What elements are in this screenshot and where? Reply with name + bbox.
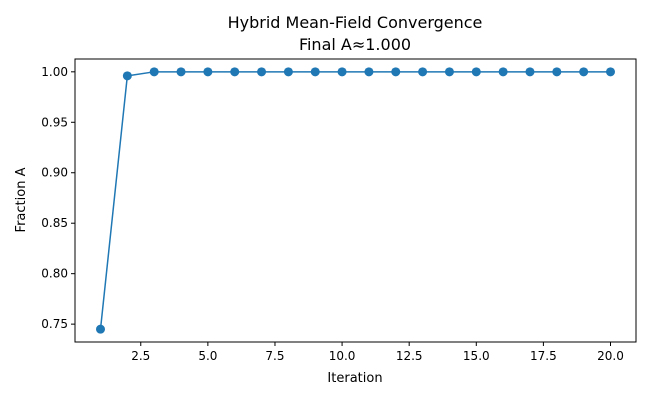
data-point [149, 67, 159, 77]
data-point [310, 67, 320, 77]
series-layer [96, 67, 615, 334]
data-point [471, 67, 481, 77]
data-point [391, 67, 401, 77]
y-tick-label: 0.75 [41, 317, 68, 331]
data-point [283, 67, 293, 77]
x-axis-label: Iteration [327, 371, 382, 386]
x-tick-label: 2.5 [131, 349, 150, 363]
data-point [203, 67, 213, 77]
data-point [525, 67, 535, 77]
data-point [337, 67, 347, 77]
data-point [606, 67, 615, 77]
data-point [579, 67, 589, 77]
plot-frame [74, 58, 637, 343]
x-tick-label: 10.0 [329, 349, 356, 363]
data-point [176, 67, 186, 77]
y-tick-label: 0.90 [41, 166, 68, 180]
y-tick-label: 0.95 [41, 115, 68, 129]
series-line [99, 71, 611, 330]
x-tick-label: 5.0 [198, 349, 217, 363]
chart-title: Hybrid Mean-Field Convergence [228, 13, 483, 32]
data-point [96, 324, 105, 334]
x-tick-label: 17.5 [530, 349, 557, 363]
data-point [257, 67, 267, 77]
data-point [498, 67, 508, 77]
x-tick-label: 15.0 [463, 349, 490, 363]
data-point [552, 67, 562, 77]
plot-area [74, 58, 637, 343]
y-axis-ticks: 0.75 0.80 0.85 0.90 0.95 1.00 [41, 65, 75, 331]
y-tick-label: 0.80 [41, 267, 68, 281]
y-tick-label: 1.00 [41, 65, 68, 79]
data-point [418, 67, 428, 77]
x-tick-label: 12.5 [396, 349, 423, 363]
x-axis-ticks: 2.5 5.0 7.5 10.0 12.5 15.0 17.5 20.0 [131, 342, 624, 363]
data-point [122, 71, 132, 81]
data-point [230, 67, 240, 77]
data-point [444, 67, 454, 77]
x-tick-label: 20.0 [597, 349, 624, 363]
y-tick-label: 0.85 [41, 216, 68, 230]
x-tick-label: 7.5 [265, 349, 284, 363]
data-point [364, 67, 374, 77]
y-axis-label: Fraction A [14, 167, 29, 232]
chart-subtitle: Final A≈1.000 [299, 35, 411, 54]
